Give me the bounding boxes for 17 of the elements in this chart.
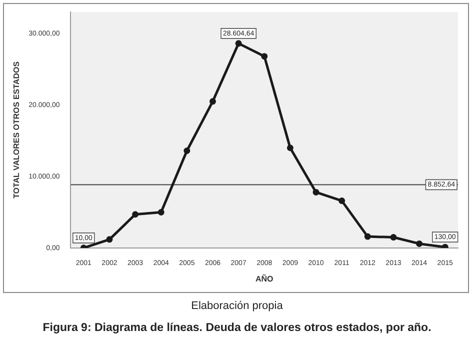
point [132, 211, 139, 218]
x-axis-title: AÑO [255, 273, 274, 284]
point [184, 147, 190, 154]
point [209, 98, 216, 105]
y-axis-title: TOTAL VALORES OTROS ESTADOS [12, 60, 22, 199]
point [312, 188, 320, 196]
text: Figura 9: Diagrama de líneas. Deuda de valores otros estados, por año. [42, 322, 432, 334]
point [158, 208, 164, 216]
point [390, 234, 397, 241]
point [364, 233, 371, 240]
text: Elaboración propia [190, 300, 284, 312]
point [106, 236, 113, 243]
point [286, 144, 294, 152]
point [338, 198, 346, 204]
point [261, 53, 268, 60]
point [235, 40, 242, 47]
point [416, 240, 423, 247]
